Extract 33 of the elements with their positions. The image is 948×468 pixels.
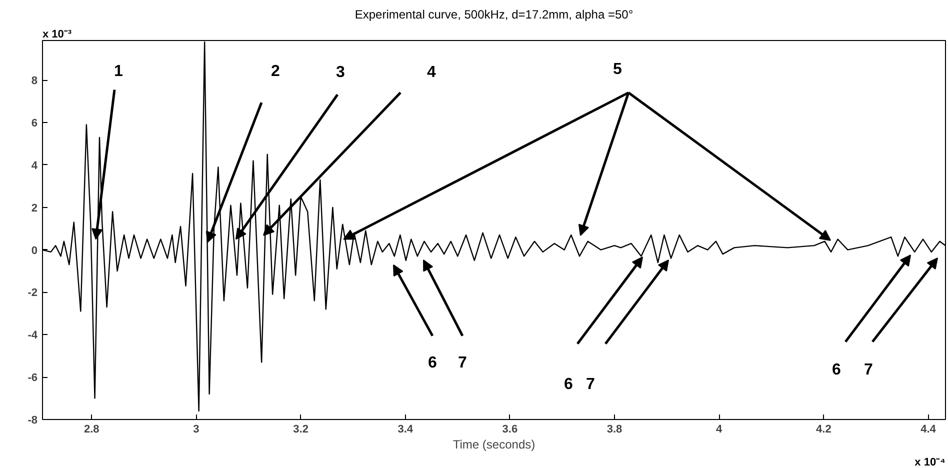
y-tick-label: 6 [31, 118, 38, 130]
annotation: 1 [114, 63, 124, 80]
x-tick-label: 3 [193, 424, 200, 436]
y-tick-label: -4 [28, 330, 38, 342]
x-tick-label: 3.4 [398, 424, 414, 436]
annotation: 7 [586, 376, 596, 394]
annotation: 6 [428, 354, 438, 372]
y-tick-label: -6 [28, 372, 38, 384]
y-tick-label: 8 [31, 75, 38, 88]
y-tick-label: 0 [31, 244, 38, 257]
annotation: 5 [613, 61, 622, 78]
annotation: 7 [864, 361, 874, 378]
annotation: x 10⁻³ [42, 28, 72, 40]
x-tick-label: 3.8 [606, 424, 622, 436]
annotation: 3 [336, 64, 346, 82]
text: x 10⁻⁴ [914, 456, 946, 468]
annotation: 7 [458, 354, 468, 372]
y-tick-label: 2 [31, 202, 38, 214]
x-axis-title: Time (seconds) [452, 438, 536, 452]
x-tick-label: 4.4 [920, 424, 937, 436]
y-tick-label: -2 [28, 287, 38, 300]
x-tick-label: 4.2 [816, 424, 832, 436]
y-tick-label: -8 [28, 414, 38, 426]
x-tick-label: 3.6 [502, 424, 518, 436]
x-tick-label: 4 [716, 424, 724, 436]
annotation: 4 [427, 64, 436, 82]
chart-title: Experimental curve, 500kHz, d=17.2mm, alpha =50° [354, 8, 634, 22]
annotation: 6 [564, 376, 574, 394]
annotation: 2 [271, 63, 280, 80]
x-tick-label: 2.8 [84, 424, 100, 436]
y-tick-label: 4 [31, 160, 38, 172]
annotation: 6 [832, 361, 842, 378]
x-tick-label: 3.2 [293, 424, 308, 436]
